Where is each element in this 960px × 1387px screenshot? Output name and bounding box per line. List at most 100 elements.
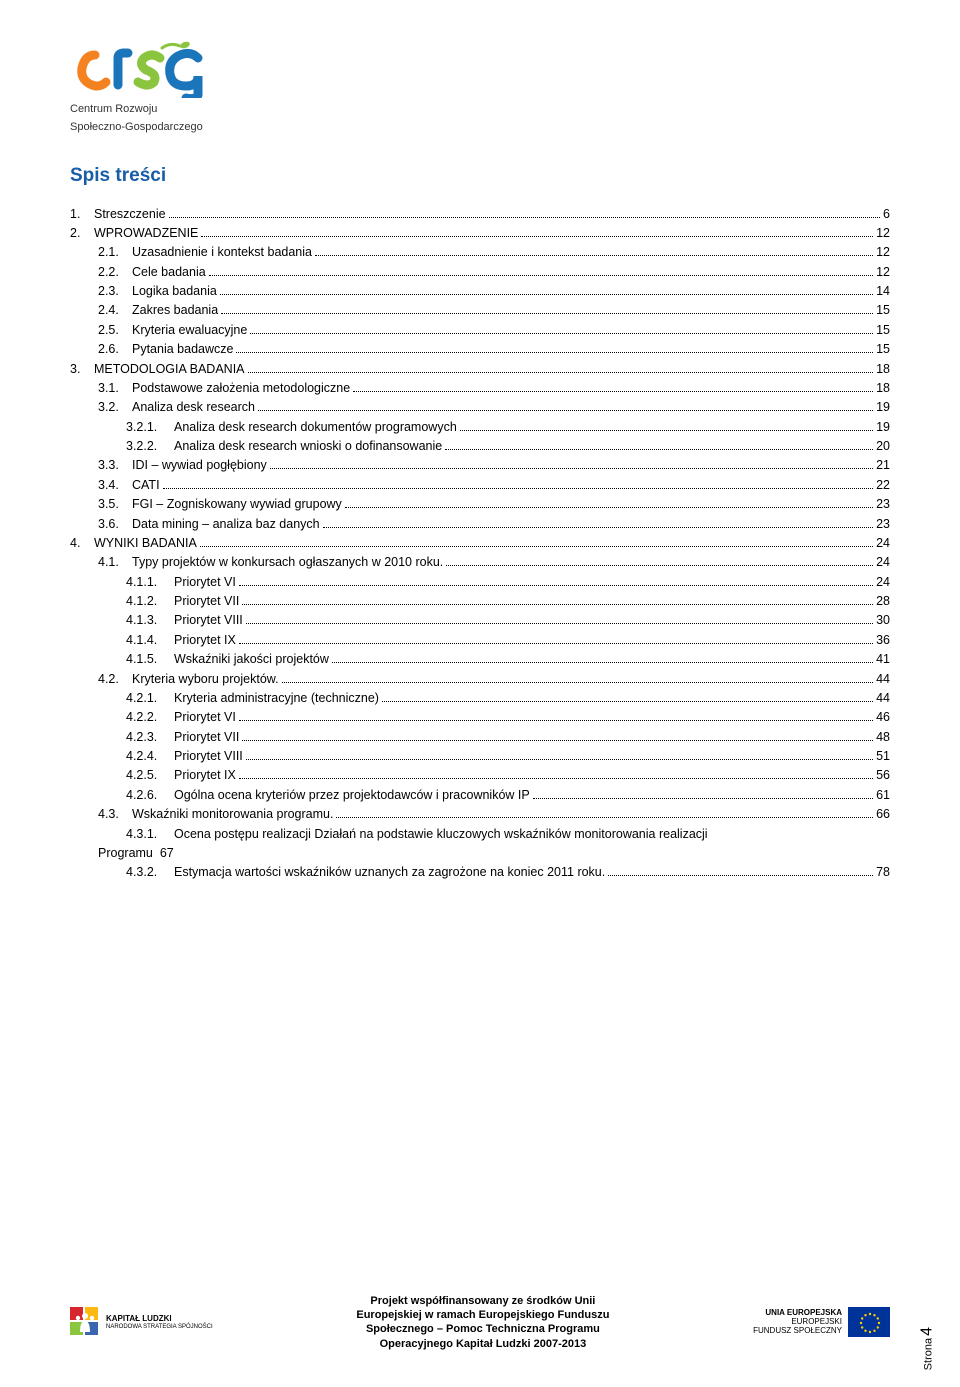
toc-label: Uzasadnienie i kontekst badania: [132, 243, 312, 262]
toc-number: 3.: [70, 360, 94, 379]
toc-page: 20: [876, 437, 890, 456]
toc-entry[interactable]: 4.2. Kryteria wyboru projektów.44: [70, 670, 890, 689]
toc-number: 4.2.5.: [126, 766, 174, 785]
toc-entry[interactable]: 1. Streszczenie6: [70, 205, 890, 224]
toc-entry[interactable]: 4.2.1. Kryteria administracyjne (technic…: [70, 689, 890, 708]
toc-label: Ogólna ocena kryteriów przez projektodaw…: [174, 786, 530, 805]
toc-number: 4.1.3.: [126, 611, 174, 630]
toc-entry[interactable]: 3. METODOLOGIA BADANIA18: [70, 360, 890, 379]
toc-entry[interactable]: 2.1. Uzasadnienie i kontekst badania12: [70, 243, 890, 262]
logo-subtitle-2: Społeczno-Gospodarczego: [70, 120, 890, 134]
toc-label: METODOLOGIA BADANIA: [94, 360, 245, 379]
toc-page: 18: [876, 379, 890, 398]
toc-page: 12: [876, 224, 890, 243]
toc-entry[interactable]: 3.4. CATI22: [70, 476, 890, 495]
toc-page: 24: [876, 534, 890, 553]
toc-entry[interactable]: 4.2.6. Ogólna ocena kryteriów przez proj…: [70, 786, 890, 805]
toc-entry[interactable]: 4.2.4. Priorytet VIII51: [70, 747, 890, 766]
toc-entry[interactable]: 3.1. Podstawowe założenia metodologiczne…: [70, 379, 890, 398]
kapital-text: KAPITAŁ LUDZKI NARODOWA STRATEGIA SPÓJNO…: [106, 1315, 213, 1330]
toc-number: 1.: [70, 205, 94, 224]
footer-line1: Projekt współfinansowany ze środków Unii: [229, 1294, 737, 1308]
toc-number: 4.2.6.: [126, 786, 174, 805]
toc-entry[interactable]: 2. WPROWADZENIE12: [70, 224, 890, 243]
toc-number: 4.2.4.: [126, 747, 174, 766]
toc-leader: [336, 817, 873, 818]
toc-entry[interactable]: 4.1.3. Priorytet VIII 30: [70, 611, 890, 630]
toc-entry[interactable]: 4.1.2. Priorytet VII28: [70, 592, 890, 611]
toc-entry[interactable]: 3.2.1. Analiza desk research dokumentów …: [70, 418, 890, 437]
toc-entry[interactable]: 4.3. Wskaźniki monitorowania programu.66: [70, 805, 890, 824]
toc-entry[interactable]: 4.2.5. Priorytet IX56: [70, 766, 890, 785]
toc-label: Analiza desk research: [132, 398, 255, 417]
toc-number: 2.2.: [98, 263, 132, 282]
ue-text: UNIA EUROPEJSKA EUROPEJSKI FUNDUSZ SPOŁE…: [753, 1309, 842, 1335]
toc-leader: [239, 778, 873, 779]
toc-entry[interactable]: 4.1.4. Priorytet IX36: [70, 631, 890, 650]
toc-entry[interactable]: 4.1.1. Priorytet VI24: [70, 573, 890, 592]
toc-entry[interactable]: 4.2.3. Priorytet VII48: [70, 728, 890, 747]
toc-number: 3.6.: [98, 515, 132, 534]
toc-leader: [239, 585, 873, 586]
toc-leader: [382, 701, 873, 702]
toc-label: Logika badania: [132, 282, 217, 301]
toc-number: 3.1.: [98, 379, 132, 398]
toc-page: 14: [876, 282, 890, 301]
toc-page: 23: [876, 495, 890, 514]
toc-leader: [460, 430, 873, 431]
toc-label: Priorytet VI: [174, 708, 236, 727]
toc-label: WPROWADZENIE: [94, 224, 198, 243]
toc-label: Zakres badania: [132, 301, 218, 320]
toc-entry[interactable]: 4.1.5. Wskaźniki jakości projektów41: [70, 650, 890, 669]
toc-entry[interactable]: 4.2.2. Priorytet VI46: [70, 708, 890, 727]
toc-entry[interactable]: 2.6. Pytania badawcze15: [70, 340, 890, 359]
toc-entry[interactable]: 4.1. Typy projektów w konkursach ogłasza…: [70, 553, 890, 572]
toc-entry[interactable]: 3.3. IDI – wywiad pogłębiony21: [70, 456, 890, 475]
toc-page: 6: [883, 205, 890, 224]
toc-leader: [608, 875, 873, 876]
toc-entry[interactable]: 4.3.1. Ocena postępu realizacji Działań …: [70, 825, 890, 864]
toc-entry[interactable]: 2.2. Cele badania12: [70, 263, 890, 282]
toc-page: 15: [876, 301, 890, 320]
toc-entry[interactable]: 3.5. FGI – Zogniskowany wywiad grupowy23: [70, 495, 890, 514]
toc-entry[interactable]: 4.3.2. Estymacja wartości wskaźników uzn…: [70, 863, 890, 882]
toc-entry[interactable]: 3.2. Analiza desk research19: [70, 398, 890, 417]
toc-page: 19: [876, 398, 890, 417]
toc-number: 4.1.2.: [126, 592, 174, 611]
toc-label: Analiza desk research wnioski o dofinans…: [174, 437, 442, 456]
toc-entry[interactable]: 3.2.2. Analiza desk research wnioski o d…: [70, 437, 890, 456]
toc-page: 21: [876, 456, 890, 475]
toc-entry[interactable]: 4. WYNIKI BADANIA 24: [70, 534, 890, 553]
footer-line2: Europejskiej w ramach Europejskiego Fund…: [229, 1308, 737, 1322]
toc-leader: [200, 546, 873, 547]
toc-leader: [353, 391, 873, 392]
toc-page: 30: [876, 611, 890, 630]
toc-page: 12: [876, 243, 890, 262]
toc-entry[interactable]: 2.3. Logika badania14: [70, 282, 890, 301]
toc-page: 67: [160, 844, 174, 863]
toc-page: 36: [876, 631, 890, 650]
toc-entry[interactable]: 2.4. Zakres badania15: [70, 301, 890, 320]
toc-leader: [248, 372, 874, 373]
toc-number: 4.1.4.: [126, 631, 174, 650]
footer-left-logo: KAPITAŁ LUDZKI NARODOWA STRATEGIA SPÓJNO…: [70, 1307, 213, 1337]
toc-label: Analiza desk research dokumentów program…: [174, 418, 457, 437]
toc-number: 4.: [70, 534, 94, 553]
toc-leader: [163, 488, 874, 489]
toc-leader: [282, 682, 874, 683]
toc-leader: [239, 643, 873, 644]
toc-number: 4.1.: [98, 553, 132, 572]
toc-leader: [270, 468, 873, 469]
toc-label: Estymacja wartości wskaźników uznanych z…: [174, 863, 605, 882]
kapital-line1: KAPITAŁ LUDZKI: [106, 1315, 213, 1324]
footer-right-logo: UNIA EUROPEJSKA EUROPEJSKI FUNDUSZ SPOŁE…: [753, 1307, 890, 1337]
toc-number: 2.5.: [98, 321, 132, 340]
toc-label: Podstawowe założenia metodologiczne: [132, 379, 350, 398]
toc-label: Priorytet VIII: [174, 611, 243, 630]
toc-entry[interactable]: 3.6. Data mining – analiza baz danych23: [70, 515, 890, 534]
toc-page: 28: [876, 592, 890, 611]
toc-label: WYNIKI BADANIA: [94, 534, 197, 553]
toc-page: 24: [876, 553, 890, 572]
toc-number: 4.3.1.: [126, 825, 174, 844]
toc-entry[interactable]: 2.5. Kryteria ewaluacyjne15: [70, 321, 890, 340]
